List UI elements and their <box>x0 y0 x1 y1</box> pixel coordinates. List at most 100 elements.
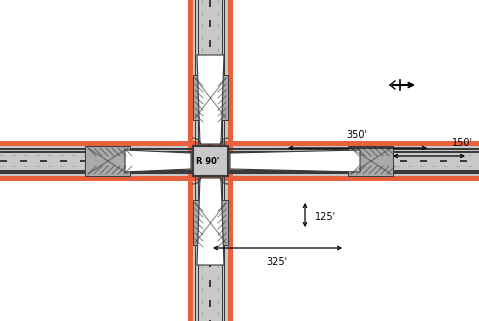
Bar <box>324 166 328 167</box>
Bar <box>218 180 219 184</box>
Bar <box>218 240 219 244</box>
Bar <box>188 0 193 321</box>
Bar <box>202 24 203 28</box>
Bar <box>288 155 292 156</box>
Bar <box>0 146 479 176</box>
Bar <box>132 155 136 156</box>
Bar <box>180 155 184 156</box>
Bar <box>218 48 219 52</box>
Bar <box>195 0 196 321</box>
Bar <box>0 166 4 167</box>
Bar <box>202 0 203 4</box>
Bar <box>218 264 219 268</box>
Bar <box>468 166 472 167</box>
Bar <box>252 166 256 167</box>
Bar <box>460 160 467 162</box>
Bar <box>218 216 219 220</box>
Bar <box>85 146 130 176</box>
Bar <box>202 12 203 16</box>
Bar <box>420 160 427 162</box>
Bar <box>80 160 87 162</box>
Bar <box>384 155 388 156</box>
Bar <box>202 72 203 76</box>
Bar <box>72 155 76 156</box>
Bar <box>202 36 203 40</box>
Bar <box>0 141 479 146</box>
Bar <box>360 160 367 162</box>
Bar <box>400 160 407 162</box>
Bar <box>202 192 203 196</box>
Bar <box>218 0 219 4</box>
Bar <box>202 144 203 148</box>
Bar <box>372 166 376 167</box>
Bar <box>202 180 203 184</box>
Bar <box>380 160 387 162</box>
Bar <box>218 144 219 148</box>
Bar <box>12 155 16 156</box>
Bar <box>96 166 100 167</box>
Bar <box>456 155 460 156</box>
Bar <box>396 166 400 167</box>
Bar <box>224 0 226 321</box>
Bar <box>48 166 52 167</box>
Bar <box>0 170 479 171</box>
Bar <box>132 166 136 167</box>
Bar <box>320 160 327 162</box>
Bar <box>372 155 376 156</box>
Bar <box>84 155 88 156</box>
Polygon shape <box>197 178 224 265</box>
Bar <box>202 228 203 232</box>
Bar <box>468 155 472 156</box>
Bar <box>60 155 64 156</box>
Bar <box>209 120 211 127</box>
Bar <box>0 151 479 152</box>
Bar <box>200 160 207 162</box>
Bar <box>202 300 203 304</box>
Bar <box>84 166 88 167</box>
Bar <box>202 264 203 268</box>
Bar <box>218 132 219 136</box>
Bar <box>202 60 203 64</box>
Bar <box>202 204 203 208</box>
Bar <box>348 146 393 176</box>
Bar <box>228 155 232 156</box>
Bar <box>252 155 256 156</box>
Bar <box>36 166 40 167</box>
Bar <box>288 166 292 167</box>
Bar <box>218 156 219 160</box>
Bar <box>218 72 219 76</box>
Bar <box>216 155 220 156</box>
Bar <box>336 155 340 156</box>
Bar <box>202 132 203 136</box>
Bar <box>456 166 460 167</box>
Bar <box>120 160 127 162</box>
Text: 125': 125' <box>315 212 336 222</box>
Bar <box>193 75 228 120</box>
Bar <box>228 166 232 167</box>
Bar <box>60 160 67 162</box>
Bar <box>300 166 304 167</box>
Bar <box>408 166 412 167</box>
Bar <box>0 160 7 162</box>
Bar <box>100 160 107 162</box>
Bar <box>222 0 224 321</box>
Bar <box>209 20 211 27</box>
Bar <box>440 160 447 162</box>
Bar <box>0 176 479 181</box>
Bar <box>202 312 203 316</box>
Bar <box>218 204 219 208</box>
Bar <box>360 166 364 167</box>
Bar <box>202 168 203 172</box>
Bar <box>218 96 219 100</box>
Bar <box>202 48 203 52</box>
Bar <box>202 96 203 100</box>
Text: 325': 325' <box>266 257 287 267</box>
Bar <box>108 155 112 156</box>
Bar <box>218 300 219 304</box>
Bar <box>202 276 203 280</box>
Bar <box>228 0 233 321</box>
Bar <box>420 166 424 167</box>
Bar <box>264 155 268 156</box>
Bar <box>209 100 211 107</box>
Polygon shape <box>125 150 191 172</box>
